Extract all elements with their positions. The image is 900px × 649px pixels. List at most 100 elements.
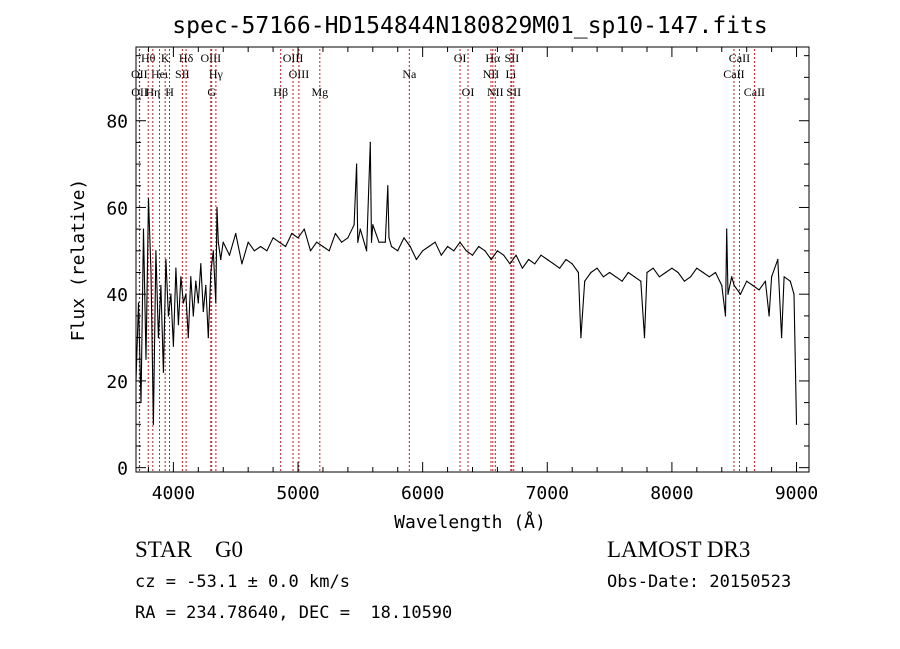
x-axis-label: Wavelength (Å): [394, 511, 546, 533]
spectrum-point: [577, 271, 580, 274]
spectrum-point: [172, 345, 174, 347]
spectrum-point: [534, 263, 536, 265]
spectrum-point: [768, 315, 770, 317]
spectrum-point: [328, 250, 330, 252]
line-marker-label: OIII: [289, 67, 310, 81]
spectrum-point: [190, 276, 192, 278]
spectrum-point: [633, 276, 636, 278]
spectrum-point: [447, 245, 449, 248]
spectrum-point: [195, 280, 197, 282]
spectrum-point: [665, 271, 667, 274]
spectrum-line: [135, 141, 798, 425]
line-marker-label: CaII: [723, 67, 744, 81]
spectrum-point: [471, 254, 474, 256]
spectrum-point: [202, 310, 204, 313]
spectrum-point: [746, 280, 748, 282]
spectrum-point: [347, 237, 349, 239]
spectrum-point: [758, 289, 760, 291]
line-marker-label: H: [165, 85, 174, 99]
spectrum-point: [187, 337, 189, 339]
spectrum-point: [334, 232, 336, 235]
spectrum-point: [372, 224, 374, 226]
spectrum-point: [210, 271, 212, 274]
spectrum-point: [643, 337, 646, 339]
spectrum-point: [390, 245, 393, 248]
spectrum-point: [690, 276, 692, 278]
spectrum-point: [484, 250, 486, 252]
spectrum-point: [291, 232, 293, 235]
spectrum-point: [490, 258, 492, 261]
spectrum-point: [702, 271, 704, 274]
spectrum-point: [552, 263, 555, 265]
spectrum-point: [465, 250, 467, 252]
spectrum-point: [200, 263, 202, 265]
spectrum-point: [316, 241, 318, 243]
line-marker-label: Mg: [311, 85, 328, 99]
survey-name: LAMOST DR3: [607, 537, 751, 562]
spectrum-point: [714, 271, 717, 274]
spectrum-point: [370, 241, 373, 243]
spectrum-point: [182, 302, 184, 304]
line-marker-label: NII: [487, 85, 504, 99]
x-tick-label: 4000: [152, 483, 195, 504]
y-tick-label: 60: [106, 198, 128, 219]
spectrum-point: [596, 267, 598, 269]
x-tick-label: 8000: [650, 483, 693, 504]
spectrum-point: [303, 228, 305, 230]
spectrum-point: [387, 185, 389, 187]
spectrum-point: [152, 423, 154, 425]
spectrum-point: [253, 250, 255, 252]
spectrum-point: [565, 258, 567, 261]
spectrum-point: [147, 198, 150, 200]
spectrum-point: [266, 250, 268, 252]
line-marker-label: K: [161, 51, 170, 65]
spectrum-point: [322, 245, 324, 248]
spectrum-point: [278, 241, 280, 243]
spectrum-point: [615, 276, 617, 278]
spectrum-point: [503, 254, 505, 256]
spectrum-point: [309, 250, 312, 252]
spectrum-point: [708, 276, 710, 278]
spectrum-point: [521, 267, 524, 269]
spectrum-point: [789, 280, 791, 282]
spectrum-point: [167, 315, 169, 317]
spectrum-point: [546, 258, 548, 261]
line-marker-label: Na: [402, 67, 417, 81]
line-marker-label: SII: [175, 67, 190, 81]
spectrum-point: [764, 280, 767, 282]
spectrum-point: [192, 315, 194, 317]
line-marker-label: Li: [506, 67, 517, 81]
spectrum-point: [217, 241, 219, 243]
spectrum-point: [366, 250, 368, 252]
spectrum-point: [220, 258, 222, 261]
spectrum-series: [135, 141, 798, 425]
spectrum-point: [177, 324, 179, 326]
spectrum-point: [135, 380, 137, 382]
spectrum-point: [175, 267, 177, 269]
spectrum-point: [795, 423, 798, 425]
x-tick-label: 5000: [276, 483, 319, 504]
line-marker-label: Hβ: [273, 85, 288, 99]
line-marker-label: OII: [131, 85, 148, 99]
spectrum-point: [727, 293, 729, 295]
y-tick-label: 0: [117, 459, 128, 480]
observation-date: Obs-Date: 20150523: [607, 572, 792, 592]
line-marker-label: Hα: [485, 51, 501, 65]
y-tick-label: 80: [106, 112, 128, 133]
spectrum-point: [571, 263, 573, 265]
spectrum-point: [341, 241, 343, 243]
spectrum-point: [478, 245, 480, 248]
x-tick-label: 6000: [401, 483, 444, 504]
spectrum-point: [528, 258, 530, 261]
spectrum-point: [559, 267, 561, 269]
spectrum-point: [415, 258, 417, 261]
spectrum-point: [721, 284, 723, 287]
spectrum-point: [752, 284, 754, 287]
spectrum-point: [235, 232, 237, 235]
x-tick-label: 9000: [775, 483, 818, 504]
line-marker-label: CaII: [729, 51, 750, 65]
line-marker-label: Hδ: [179, 51, 194, 65]
spectrum-point: [170, 293, 172, 295]
line-marker-label: SII: [505, 51, 520, 65]
plot-axes: 4000 5000 6000 7000 8000 9000 0 20 40 60 80: [106, 46, 818, 504]
